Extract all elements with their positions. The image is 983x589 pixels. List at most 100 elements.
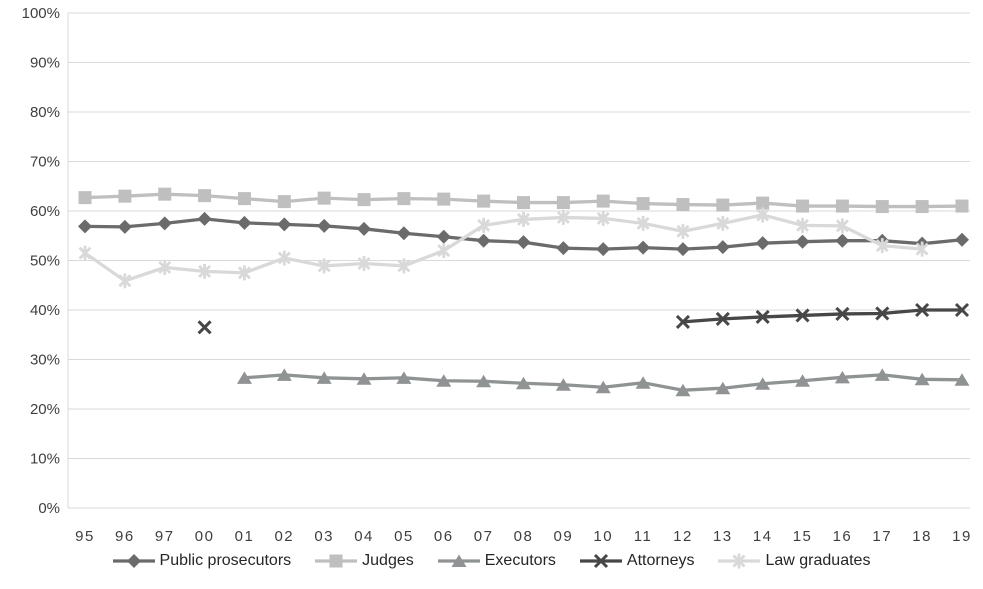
y-axis-tick-label: 0%	[38, 500, 60, 517]
x-axis-tick-label: 95	[75, 528, 95, 545]
square-marker	[277, 195, 291, 209]
x-axis-tick-label: 03	[314, 528, 334, 545]
square-marker	[796, 199, 810, 213]
triangle-marker	[276, 368, 292, 381]
triangle-marker	[516, 376, 531, 390]
x-marker	[197, 320, 212, 335]
series-judges	[78, 187, 969, 214]
asterisk-marker	[437, 244, 451, 258]
asterisk-marker	[277, 251, 291, 265]
diamond-marker	[237, 215, 252, 230]
legend-item-attorneys: Attorneys	[579, 552, 695, 570]
diamond-marker	[476, 233, 491, 248]
diamond-marker	[556, 241, 571, 256]
diamond-marker	[357, 221, 372, 236]
triangle-marker	[914, 372, 930, 386]
square-marker	[118, 189, 132, 203]
x-axis-tick-label: 13	[713, 528, 733, 545]
x-axis-tick-label: 07	[474, 528, 494, 545]
y-axis-tick-label: 80%	[30, 104, 60, 121]
square-marker	[756, 196, 770, 210]
x-marker	[755, 309, 770, 324]
series-line	[682, 308, 962, 324]
diamond-marker	[955, 232, 969, 247]
x-axis-tick-label: 02	[274, 528, 294, 545]
diamond-marker	[317, 218, 332, 233]
x-axis-tick-label: 10	[593, 528, 613, 545]
asterisk-marker	[158, 260, 172, 274]
legend-label: Public prosecutors	[159, 552, 292, 569]
triangle-marker	[755, 377, 771, 390]
triangle-marker	[316, 371, 332, 384]
asterisk-marker	[477, 218, 491, 232]
square-marker	[835, 199, 849, 213]
diamond-marker	[835, 233, 850, 248]
triangle-marker	[555, 378, 571, 391]
asterisk-marker	[676, 224, 690, 238]
square-marker-icon	[315, 554, 358, 568]
asterisk-marker	[78, 246, 92, 260]
legend-label: Law graduates	[765, 552, 871, 569]
x-axis-tick-label: 12	[673, 528, 693, 545]
triangle-marker	[834, 370, 850, 384]
triangle-marker	[715, 381, 731, 395]
series-executors	[236, 368, 970, 397]
x-axis-tick-label: 97	[155, 528, 175, 545]
plot-area: 0% 10% 20% 30% 40% 50% 60% 70% 80% 90% 100% 95 96 97 0…	[22, 5, 971, 545]
diamond-marker	[197, 211, 212, 226]
square-marker	[636, 197, 650, 211]
square-marker	[596, 194, 610, 208]
x-axis-tick-label: 09	[554, 528, 574, 545]
legend-label: Attorneys	[626, 552, 695, 569]
legend-item-judges: Judges	[315, 552, 414, 570]
diamond-marker	[675, 242, 690, 257]
x-axis-tick-label: 06	[434, 528, 454, 545]
x-axis-tick-label: 00	[195, 528, 215, 545]
triangle-marker	[675, 383, 691, 397]
square-marker	[329, 554, 343, 568]
triangle-marker	[356, 372, 372, 385]
asterisk-marker	[756, 208, 770, 222]
diamond-marker	[436, 229, 451, 244]
square-marker	[875, 200, 889, 214]
legend-item-executors: Executors	[437, 552, 556, 570]
series-public-prosecutors	[78, 211, 969, 257]
diamond-marker	[516, 235, 531, 250]
diamond-marker	[157, 216, 172, 231]
asterisk-marker	[517, 212, 530, 226]
diamond-marker	[117, 219, 132, 234]
asterisk-marker	[357, 256, 371, 270]
asterisk-marker	[198, 264, 212, 278]
series-attorneys	[197, 302, 970, 335]
square-marker	[517, 196, 530, 210]
asterisk-marker	[118, 274, 132, 288]
diamond-marker	[126, 554, 141, 568]
asterisk-marker	[636, 216, 650, 230]
triangle-marker	[396, 371, 412, 384]
x-marker	[915, 302, 930, 318]
x-axis-tick-label: 05	[394, 528, 414, 545]
asterisk-marker	[237, 266, 251, 280]
triangle-marker	[595, 380, 611, 394]
square-marker	[676, 198, 690, 212]
x-axis-tick-label: 08	[514, 528, 534, 545]
square-marker	[955, 199, 969, 213]
y-axis-tick-label: 100%	[22, 5, 60, 22]
legend-label: Judges	[362, 552, 414, 569]
x-axis-tick-label: 15	[793, 528, 813, 545]
triangle-marker	[476, 374, 492, 388]
triangle-marker	[874, 368, 890, 381]
asterisk-marker	[397, 259, 411, 273]
diamond-marker	[795, 234, 810, 249]
y-axis-tick-label: 60%	[30, 203, 60, 220]
diamond-marker	[636, 240, 651, 255]
square-marker	[357, 193, 371, 207]
y-axis-tick-label: 40%	[30, 302, 60, 319]
square-marker	[915, 200, 929, 214]
y-axis-tick-label: 10%	[30, 451, 60, 468]
square-marker	[437, 192, 451, 206]
square-marker	[716, 198, 730, 212]
asterisk-marker	[716, 216, 730, 230]
asterisk-marker	[835, 219, 849, 233]
triangle-marker	[436, 374, 452, 387]
